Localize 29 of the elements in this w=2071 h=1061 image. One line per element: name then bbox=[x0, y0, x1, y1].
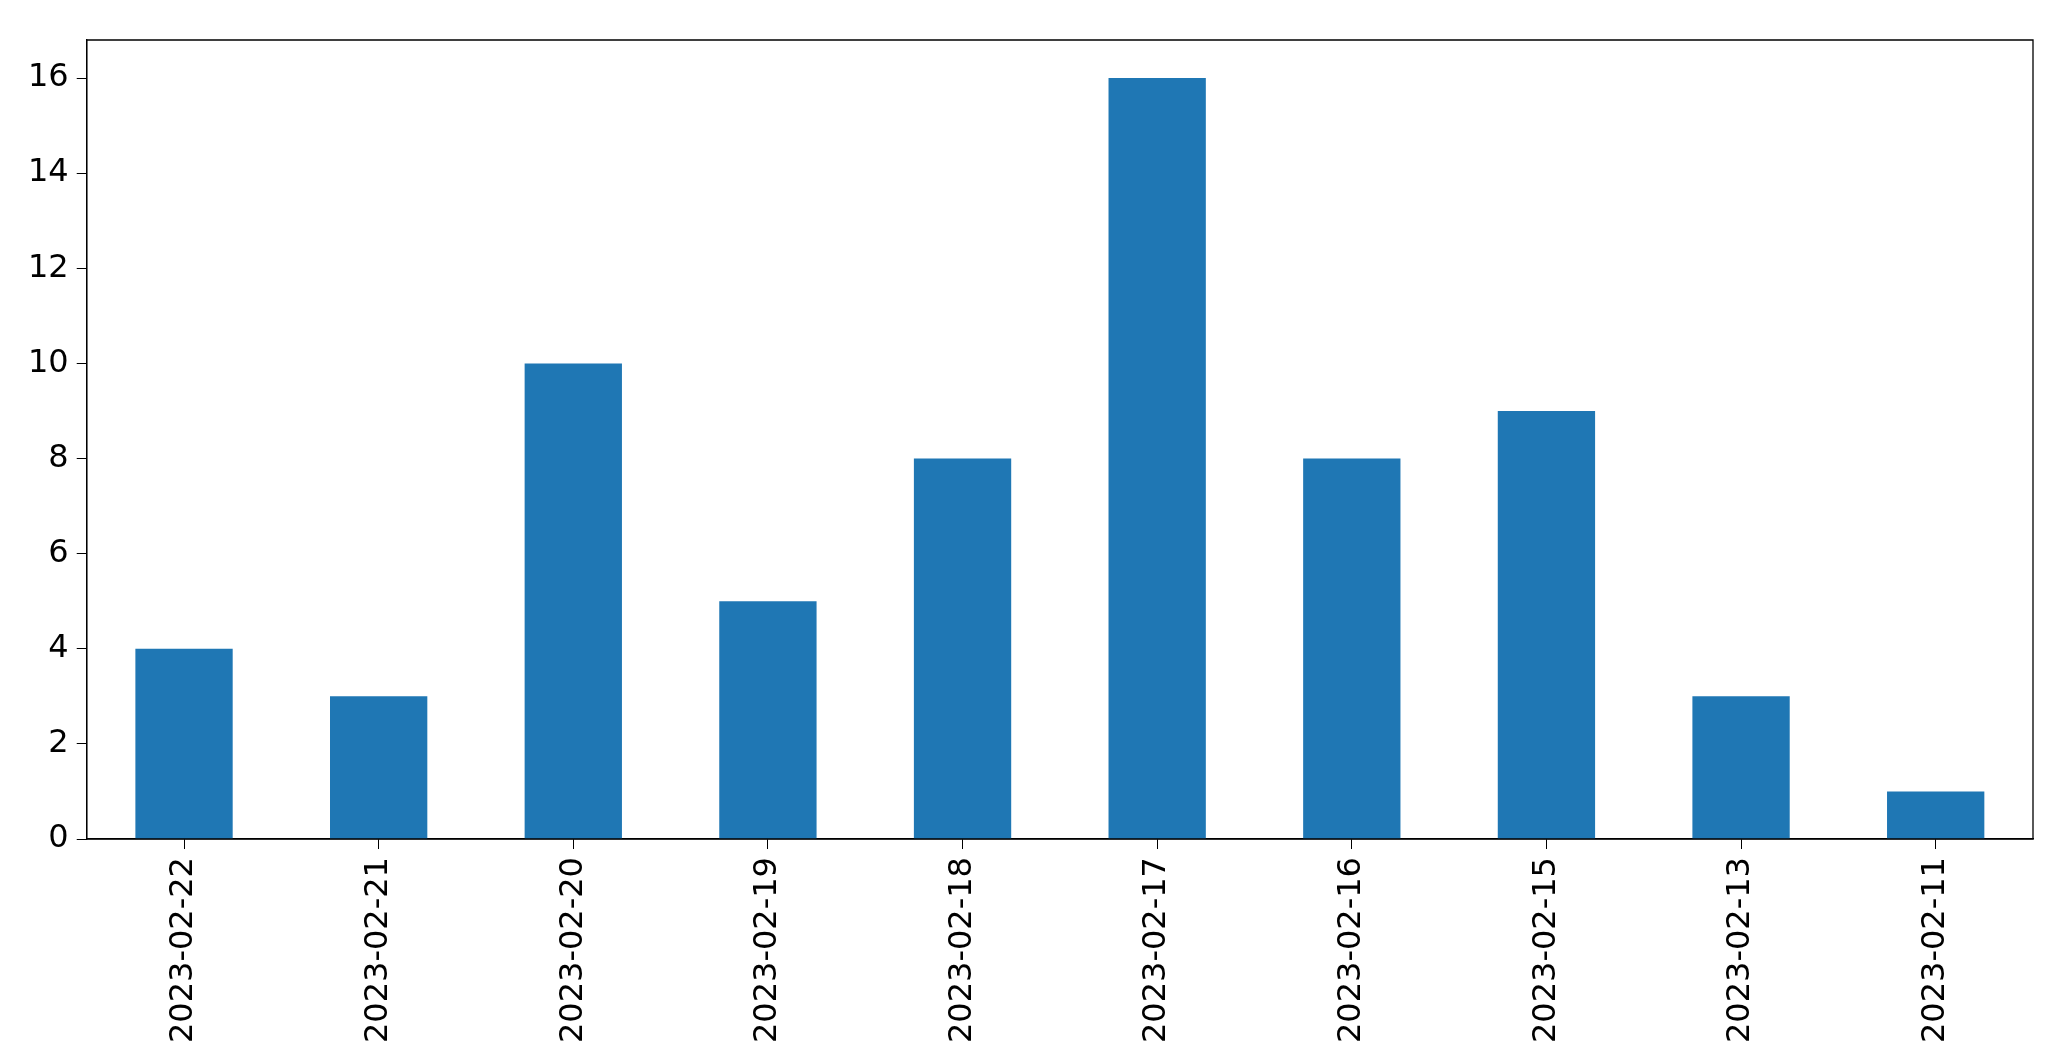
y-tick-label: 6 bbox=[48, 531, 69, 570]
bar bbox=[330, 696, 428, 839]
y-tick-label: 0 bbox=[48, 817, 69, 856]
x-tick-label: 2023-02-16 bbox=[1330, 857, 1369, 1043]
y-tick-label: 2 bbox=[48, 722, 69, 761]
bar bbox=[913, 458, 1012, 839]
bar bbox=[135, 648, 233, 839]
y-tick-label: 10 bbox=[28, 341, 69, 380]
x-tick-label: 2023-02-17 bbox=[1135, 857, 1174, 1043]
y-tick-label: 8 bbox=[48, 436, 69, 475]
y-tick-label: 4 bbox=[48, 627, 69, 666]
x-tick-label: 2023-02-20 bbox=[551, 857, 590, 1043]
bar bbox=[1497, 410, 1596, 839]
x-tick-label: 2023-02-22 bbox=[162, 857, 201, 1043]
x-tick-label: 2023-02-13 bbox=[1719, 857, 1758, 1043]
x-tick-label: 2023-02-21 bbox=[356, 857, 395, 1043]
x-tick-label: 2023-02-11 bbox=[1914, 857, 1952, 1043]
bar bbox=[1692, 696, 1790, 839]
x-tick-label: 2023-02-18 bbox=[940, 857, 979, 1043]
y-tick-label: 12 bbox=[28, 246, 69, 285]
bar bbox=[1303, 458, 1401, 839]
bar bbox=[719, 601, 817, 839]
bar bbox=[1108, 78, 1206, 839]
y-tick-label: 16 bbox=[28, 56, 69, 95]
y-tick-label: 14 bbox=[28, 151, 69, 190]
x-tick-label: 2023-02-19 bbox=[746, 857, 785, 1043]
bar bbox=[524, 363, 622, 839]
bar bbox=[1887, 791, 1985, 839]
x-tick-label: 2023-02-15 bbox=[1524, 857, 1563, 1043]
